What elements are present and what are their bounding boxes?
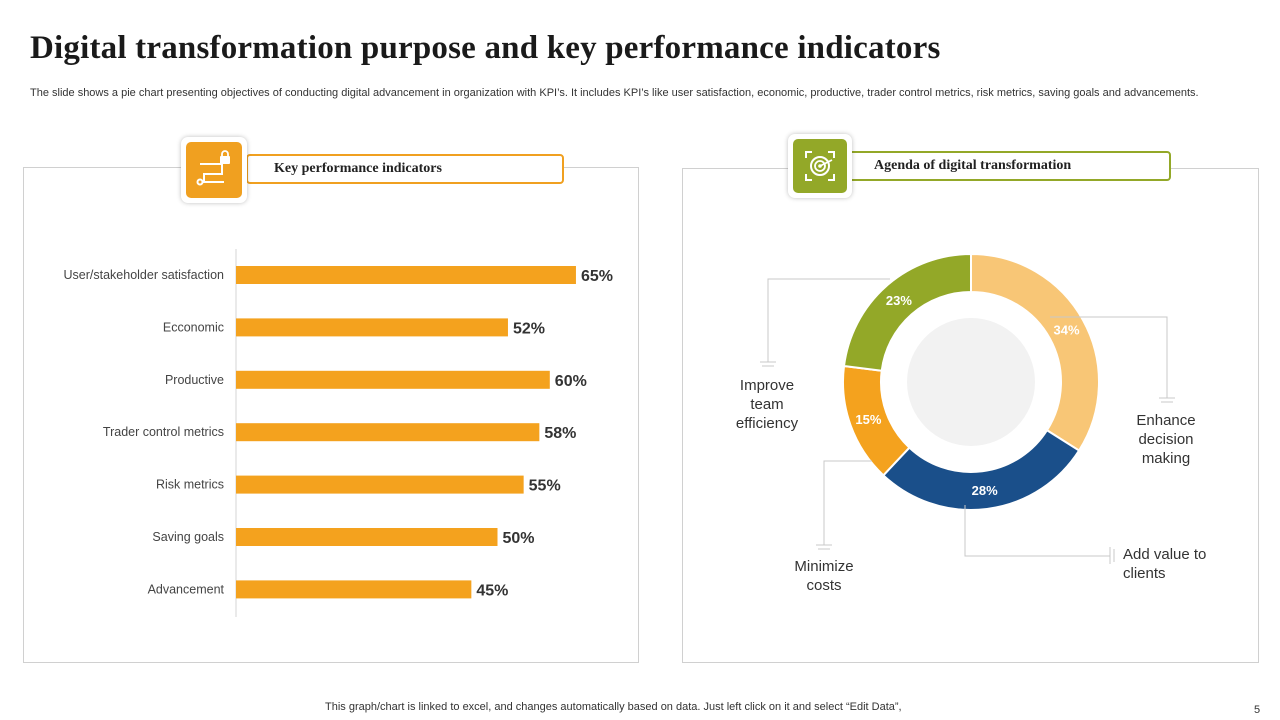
footer-note: This graph/chart is linked to excel, and… (325, 701, 902, 713)
kpi-bar (236, 423, 540, 442)
bar-category-label: Ecconomic (163, 320, 224, 334)
kpi-panel (23, 167, 639, 663)
kpi-header: Key performance indicators (246, 154, 564, 184)
bar-value-label: 60% (555, 373, 587, 390)
donut-center (907, 318, 1035, 446)
agenda-header-label: Agenda of digital transformation (874, 158, 1072, 173)
target-icon (805, 151, 835, 181)
kpi-bar (236, 475, 524, 494)
kpi-bar (236, 318, 508, 337)
page-number: 5 (1254, 704, 1261, 716)
donut-callout-lines (760, 278, 1175, 564)
agenda-header: Agenda of digital transformation (846, 151, 1171, 181)
bar-category-label: Productive (165, 373, 224, 387)
bar-value-label: 55% (529, 478, 561, 495)
donut-slice (970, 252, 1100, 452)
callout-improve-team-efficiency: Improve team efficiency (735, 377, 799, 432)
kpi-bar (236, 580, 472, 599)
bar-category-label: Trader control metrics (103, 425, 224, 439)
kpi-bar (236, 266, 576, 284)
callout-add-value-to-clients: Add value to clients (1123, 546, 1207, 582)
bar-value-label: 52% (513, 320, 545, 337)
donut-value-label: 15% (855, 412, 881, 427)
kpi-icon-tile (181, 137, 247, 203)
padlock-network-icon (196, 150, 230, 186)
agenda-icon-tile (788, 134, 852, 198)
bar-value-label: 45% (476, 582, 508, 599)
bar-value-label: 58% (544, 425, 576, 442)
donut-value-label: 34% (1054, 322, 1080, 337)
bar-category-label: User/stakeholder satisfaction (64, 268, 225, 282)
bar-value-label: 50% (503, 530, 535, 547)
donut-slice (842, 252, 972, 372)
callout-minimize-costs: Minimize costs (794, 558, 854, 594)
slide-title: Digital transformation purpose and key p… (30, 30, 941, 66)
donut-value-label: 28% (972, 483, 998, 498)
kpi-header-label: Key performance indicators (274, 161, 442, 176)
slide-subtitle: The slide shows a pie chart presenting o… (30, 87, 1199, 99)
bar-category-label: Advancement (148, 582, 225, 596)
bar-category-label: Risk metrics (156, 478, 224, 492)
donut-value-label: 23% (886, 293, 912, 308)
agenda-panel (682, 168, 1259, 663)
kpi-bar (236, 370, 550, 389)
kpi-bar (236, 528, 498, 546)
bar-category-label: Saving goals (152, 530, 224, 544)
bar-value-label: 65% (581, 268, 613, 285)
callout-enhance-decision-making: Enhance decision making (1136, 412, 1196, 467)
